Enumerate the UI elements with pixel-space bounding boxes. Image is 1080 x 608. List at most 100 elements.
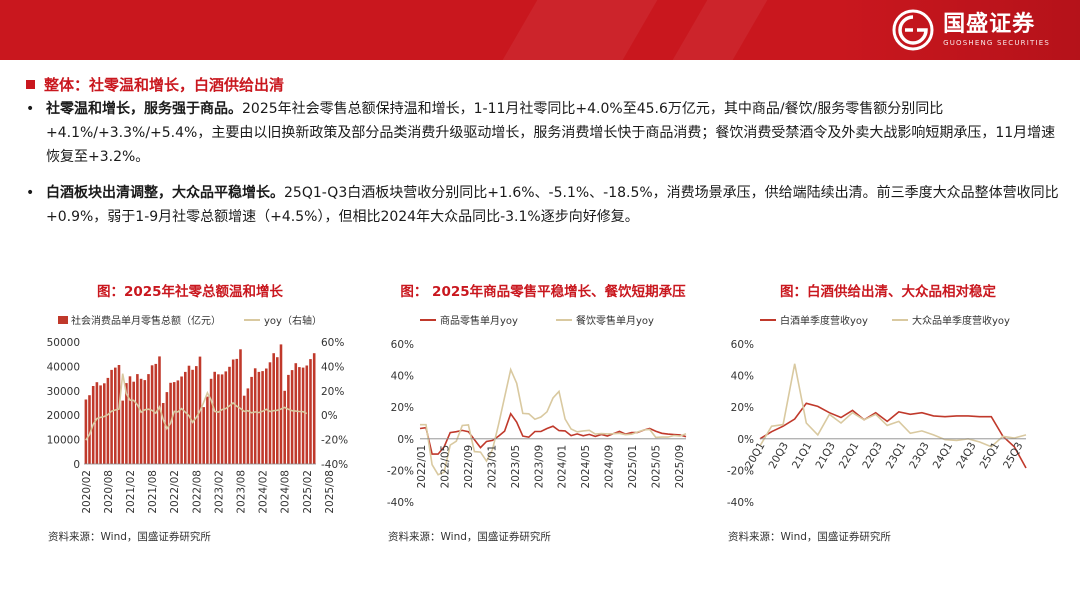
y-tick-label: 30000 — [47, 386, 80, 398]
x-tick-label: 2023/05 — [510, 445, 522, 489]
paragraph-lead: 白酒板块出清调整，大众品平稳增长。 — [46, 185, 284, 201]
y-tick-label: 0 — [73, 459, 80, 471]
bar — [298, 367, 301, 464]
bar — [268, 362, 272, 464]
bar — [106, 377, 110, 464]
chart-1-source: 资料来源：Wind，国盛证券研究所 — [48, 531, 211, 543]
chart-2-source: 资料来源：Wind，国盛证券研究所 — [388, 531, 551, 543]
series-line-1 — [759, 402, 1027, 469]
bar — [294, 363, 298, 464]
bar — [246, 388, 250, 464]
y-tick-label: 60% — [391, 339, 414, 351]
bar — [272, 353, 275, 464]
y-tick-label: 40000 — [47, 361, 80, 373]
section-title: 整体：社零温和增长，白酒供给出清 — [26, 74, 284, 94]
y-tick-label: 10000 — [47, 435, 80, 447]
series-line-2 — [759, 363, 1027, 448]
header-bar: 国盛证券 GUOSHENG SECURITIES — [0, 0, 1080, 60]
bar — [309, 359, 312, 464]
y2-tick-label: 0% — [321, 410, 338, 422]
chart-3-baijiu-mass-goods-yoy: 白酒单季度营收yoy 大众品单季度营收yoy -40% -20% 0% 20% 40% 60%… — [727, 314, 1027, 509]
x-tick-label: 24Q1 — [931, 440, 956, 471]
x-tick-label: 21Q3 — [813, 440, 838, 471]
brand-name-en: GUOSHENG SECURITIES — [943, 39, 1050, 47]
bar — [128, 376, 132, 464]
x-tick-label: 2023/01 — [486, 445, 498, 489]
y-tick-label: -20% — [387, 465, 414, 477]
bar — [132, 381, 135, 464]
bar — [114, 367, 117, 464]
chart-2-title: 图： 2025年商品零售平稳增长、餐饮短期承压 — [400, 284, 686, 300]
y2-tick-label: -20% — [321, 435, 348, 447]
bullet-dot-icon: • — [26, 185, 35, 201]
x-tick-label: 2023/02 — [213, 470, 225, 514]
legend-series-2-label: 大众品单季度营收yoy — [912, 314, 1010, 327]
x-tick-label: 22Q1 — [837, 440, 862, 471]
x-tick-label: 2022/08 — [191, 470, 203, 514]
bar — [125, 383, 128, 464]
bar — [250, 376, 253, 464]
bar — [191, 369, 194, 464]
legend-series-1-label: 白酒单季度营收yoy — [780, 314, 868, 327]
y2-tick-label: -40% — [321, 459, 348, 471]
x-tick-label: 25Q3 — [1001, 440, 1026, 471]
bar — [184, 371, 187, 464]
x-tick-label: 2020/02 — [81, 470, 93, 514]
bar — [224, 371, 228, 464]
bar — [253, 368, 257, 464]
x-tick-label: 2025/05 — [651, 445, 663, 489]
bar — [110, 369, 113, 464]
bar — [172, 382, 176, 464]
x-tick-label: 2024/05 — [580, 445, 592, 489]
bar — [206, 396, 209, 464]
x-tick-label: 2025/01 — [627, 445, 639, 489]
bar — [117, 365, 121, 464]
x-tick-label: 2024/08 — [280, 470, 292, 514]
series-line-2 — [420, 367, 687, 476]
x-tick-label: 2024/09 — [604, 445, 616, 489]
x-tick-label: 2022/09 — [463, 445, 475, 489]
x-tick-label: 25Q1 — [978, 440, 1003, 471]
bar — [213, 371, 216, 464]
square-bullet-icon — [26, 79, 35, 89]
x-tick-label: 2025/08 — [324, 470, 336, 514]
bar — [301, 367, 305, 464]
y-tick-label: 20% — [391, 402, 414, 414]
x-tick-label: 2022/02 — [169, 470, 181, 514]
y-tick-label: 0% — [737, 434, 754, 446]
bullet-paragraph-1: • 社零温和增长，服务强于商品。2025年社会零售总额保持温和增长，1-11月社… — [26, 97, 1066, 169]
bar — [239, 349, 242, 464]
y-tick-label: 60% — [731, 339, 754, 351]
bar — [209, 378, 213, 464]
x-tick-label: 20Q3 — [767, 440, 792, 471]
y2-tick-label: 60% — [321, 337, 344, 349]
legend-series-2-label: 餐饮零售单月yoy — [576, 314, 654, 327]
bar — [279, 344, 283, 464]
legend-series-1-label: 商品零售单月yoy — [440, 314, 518, 327]
brand-logo-icon — [892, 9, 934, 51]
bar — [161, 403, 165, 464]
bar — [103, 383, 106, 464]
bar — [235, 358, 239, 464]
bar — [261, 371, 264, 464]
bar — [290, 370, 294, 464]
y-tick-label: 20000 — [47, 410, 80, 422]
y-tick-label: 50000 — [47, 337, 80, 349]
brand-name-cn: 国盛证券 — [943, 12, 1036, 37]
x-tick-label: 2022/05 — [440, 445, 452, 489]
bar — [312, 353, 316, 464]
x-tick-label: 2023/09 — [533, 445, 545, 489]
x-tick-label: 2021/08 — [147, 470, 159, 514]
x-tick-label: 2025/09 — [674, 445, 686, 489]
x-tick-label: 2023/08 — [236, 470, 248, 514]
bar — [283, 390, 286, 464]
bar — [257, 371, 261, 464]
bar — [202, 407, 205, 464]
bar — [143, 380, 147, 464]
x-tick-label: 2025/02 — [302, 470, 314, 514]
paragraph-text: 2025年社会零售总额保持温和增长，1-11月社零同比+4.0%至45.6万亿元… — [46, 101, 1056, 165]
bar — [88, 395, 91, 464]
brand-logo: 国盛证券 GUOSHENG SECURITIES — [891, 6, 1050, 54]
legend-retail-total-label: 社会消费品单月零售总额（亿元） — [71, 314, 221, 327]
chart-1-retail-sales: 社会消费品单月零售总额（亿元） yoy（右轴） 0 10000 20000 30000 40… — [47, 314, 349, 514]
